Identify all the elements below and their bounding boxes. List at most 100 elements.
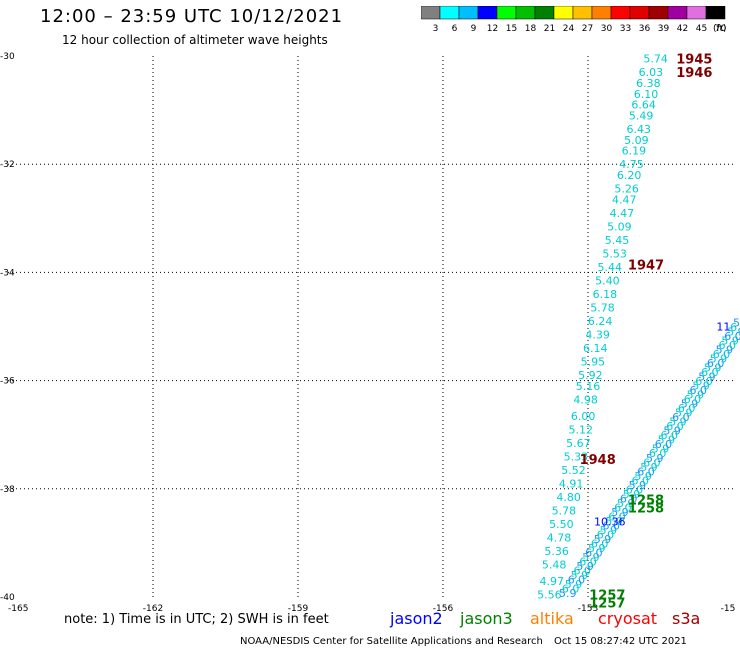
- track-band-mark: 6.0: [603, 519, 621, 532]
- wave-height-value: 6.00: [571, 410, 596, 423]
- wave-height-value: 4.47: [610, 207, 635, 220]
- wave-height-value: 5.67: [566, 437, 591, 450]
- wave-height-value: 6.20: [617, 169, 642, 182]
- wave-height-value: 6.64: [631, 99, 656, 112]
- track-band-mark: 6.0: [591, 537, 609, 550]
- wave-height-value: 5.40: [595, 275, 620, 288]
- legend-s3a: s3a: [672, 609, 701, 628]
- x-tick-label: -153: [578, 604, 598, 614]
- data-layer: 5.96.05.96.05.96.05.96.05.96.05.96.05.96…: [537, 53, 740, 601]
- jason3-track-band: 5.96.05.96.05.96.05.96.05.96.05.96.05.96…: [559, 317, 740, 601]
- track-band-mark: 5.9: [634, 470, 652, 483]
- wave-height-value: 5.26: [614, 183, 639, 196]
- wave-height-value: 5.09: [607, 220, 632, 233]
- legend-bin-label: 9: [471, 24, 477, 34]
- legend-bin-label: 36: [639, 24, 651, 34]
- track-band-mark: 5.9: [652, 443, 670, 456]
- track-band-mark: 6.0: [579, 555, 597, 568]
- track-band-mark: 6.0: [608, 510, 626, 523]
- legend-bin-label: 27: [582, 24, 593, 34]
- track-band-mark: 6.0: [649, 447, 667, 460]
- track-band-mark: 6.0: [713, 348, 731, 361]
- legend-bin-label: 18: [525, 24, 537, 34]
- jason2-value-label: 11: [716, 321, 730, 334]
- wave-height-value: 5.95: [581, 356, 606, 369]
- pass-time-label: 1947: [628, 258, 664, 273]
- y-tick-label: -40: [0, 593, 15, 603]
- wave-height-value: 6.18: [593, 288, 618, 301]
- track-band-mark: 5.9: [571, 569, 589, 582]
- track-band-mark: 6.0: [695, 375, 713, 388]
- wave-height-value: 6.10: [634, 88, 659, 101]
- wave-height-value: 4.97: [540, 575, 565, 588]
- track-band-mark: 6.0: [684, 393, 702, 406]
- track-band-mark: 5.9: [681, 398, 699, 411]
- legend-cryosat: cryosat: [598, 609, 658, 628]
- legend-bin-label: 33: [620, 24, 631, 34]
- x-tick-label: -15: [721, 604, 736, 614]
- wave-height-value: 5.53: [602, 247, 627, 260]
- pass-time-label: 1258: [628, 494, 664, 509]
- track-band-mark: 6.0: [620, 492, 638, 505]
- track-band-mark: 5.9: [663, 425, 681, 438]
- legend-bin-label: 3: [433, 24, 439, 34]
- wave-height-value: 6.43: [627, 123, 652, 136]
- wave-height-value: 5.33: [564, 450, 589, 463]
- track-band-mark: 5.9: [716, 344, 734, 357]
- track-band-mark: 5.9: [675, 407, 693, 420]
- wave-height-value: 5.09: [624, 134, 649, 147]
- track-band-mark: 5.9: [640, 461, 658, 474]
- legend-bin-label: 24: [563, 24, 575, 34]
- track-band-mark: 5.9: [594, 533, 612, 546]
- track-band-mark: 5.9: [582, 551, 600, 564]
- wave-height-value: 5.45: [605, 234, 630, 247]
- wave-height-value: 5.36: [544, 545, 569, 558]
- x-tick-label: -159: [288, 604, 309, 614]
- footer-credit: NOAA/NESDIS Center for Satellite Applica…: [240, 636, 543, 647]
- wave-height-value: 4.47: [612, 193, 637, 206]
- track-band-mark: 6.0: [690, 384, 708, 397]
- x-tick-label: -165: [8, 604, 28, 614]
- track-band-mark: 6.0: [632, 474, 650, 487]
- track-band-mark: 5.9: [704, 362, 722, 375]
- y-tick-label: -30: [0, 52, 15, 62]
- wave-height-value: 4.39: [585, 329, 610, 342]
- track-band-mark: 6.0: [719, 339, 737, 352]
- track-band-mark: 6.0: [574, 564, 592, 577]
- track-band-mark: 5.9: [576, 560, 594, 573]
- wave-height-value: 4.91: [559, 477, 584, 490]
- track-band-mark: 5.9: [658, 434, 676, 447]
- wave-height-value: 6.24: [588, 315, 613, 328]
- chart-title: 12:00 – 23:59 UTC 10/12/2021: [40, 6, 344, 27]
- track-band-mark: 6.0: [701, 366, 719, 379]
- track-band-mark: 6.0: [614, 501, 632, 514]
- track-band-mark: 6.0: [585, 546, 603, 559]
- wave-height-value: 6.14: [583, 342, 608, 355]
- legend-bin-label: 6: [452, 24, 458, 34]
- legend-bin-label: 42: [677, 24, 688, 34]
- track-band-mark: 5.9: [588, 542, 606, 555]
- track-band-mark: 5.9: [727, 326, 740, 339]
- legend-bin-label: 39: [658, 24, 670, 34]
- track-band-mark: 6.0: [597, 528, 615, 541]
- wave-height-value: 5.48: [542, 559, 567, 572]
- pass-time-label: 1948: [580, 453, 616, 468]
- track-band-mark: 6.0: [568, 573, 586, 586]
- pass-time-label: 1258: [628, 502, 664, 517]
- legend-bin-label: 21: [544, 24, 555, 34]
- track-band-mark: 5.9: [721, 335, 739, 348]
- wave-height-value: 5.74: [643, 53, 668, 66]
- y-tick-label: -32: [0, 160, 15, 170]
- legend-bin-label: 15: [506, 24, 517, 34]
- x-tick-label: -156: [433, 604, 454, 614]
- wave-height-value: 4.80: [556, 491, 581, 504]
- jason2-value-label: 10.36: [594, 515, 626, 528]
- wave-height-value: 5.12: [569, 423, 594, 436]
- legend-jason3: jason3: [460, 609, 513, 628]
- track-band-mark: 6.0: [562, 582, 580, 595]
- wave-height-value: 5.44: [598, 261, 623, 274]
- track-band-mark: 6.0: [626, 483, 644, 496]
- track-band-mark: 6.0: [707, 357, 725, 370]
- legend-altika: altika: [530, 609, 574, 628]
- wave-height-value: 6.03: [639, 66, 664, 79]
